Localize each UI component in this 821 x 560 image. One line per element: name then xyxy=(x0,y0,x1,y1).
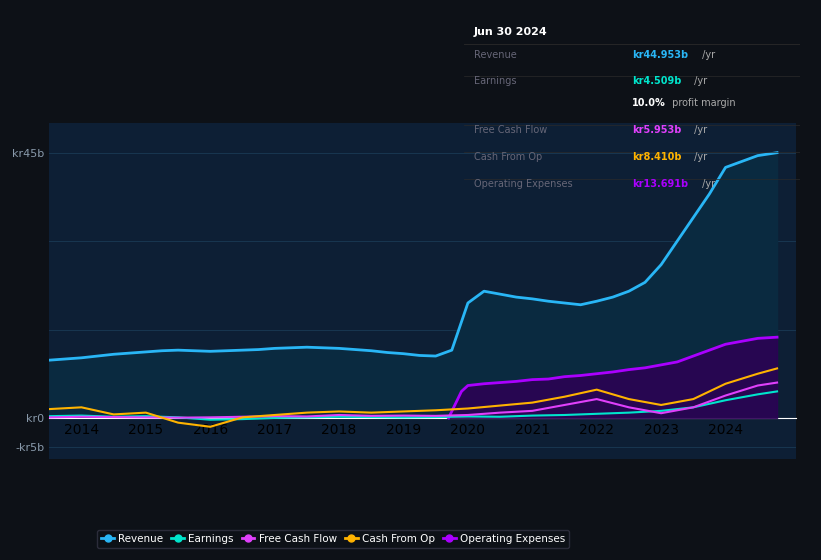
Text: /yr: /yr xyxy=(691,125,708,135)
Text: Operating Expenses: Operating Expenses xyxy=(474,179,572,189)
Text: profit margin: profit margin xyxy=(669,99,736,108)
Text: /yr: /yr xyxy=(699,50,715,59)
Text: Cash From Op: Cash From Op xyxy=(474,152,542,162)
Text: kr8.410b: kr8.410b xyxy=(632,152,681,162)
Legend: Revenue, Earnings, Free Cash Flow, Cash From Op, Operating Expenses: Revenue, Earnings, Free Cash Flow, Cash … xyxy=(97,530,569,548)
Text: kr5.953b: kr5.953b xyxy=(632,125,681,135)
Text: 10.0%: 10.0% xyxy=(632,99,666,108)
Text: kr4.509b: kr4.509b xyxy=(632,77,681,86)
Text: /yr: /yr xyxy=(691,152,708,162)
Text: kr44.953b: kr44.953b xyxy=(632,50,688,59)
Text: Revenue: Revenue xyxy=(474,50,516,59)
Text: Earnings: Earnings xyxy=(474,77,516,86)
Text: Jun 30 2024: Jun 30 2024 xyxy=(474,27,548,37)
Text: kr13.691b: kr13.691b xyxy=(632,179,688,189)
Text: Free Cash Flow: Free Cash Flow xyxy=(474,125,548,135)
Text: /yr: /yr xyxy=(691,77,708,86)
Text: /yr: /yr xyxy=(699,179,715,189)
